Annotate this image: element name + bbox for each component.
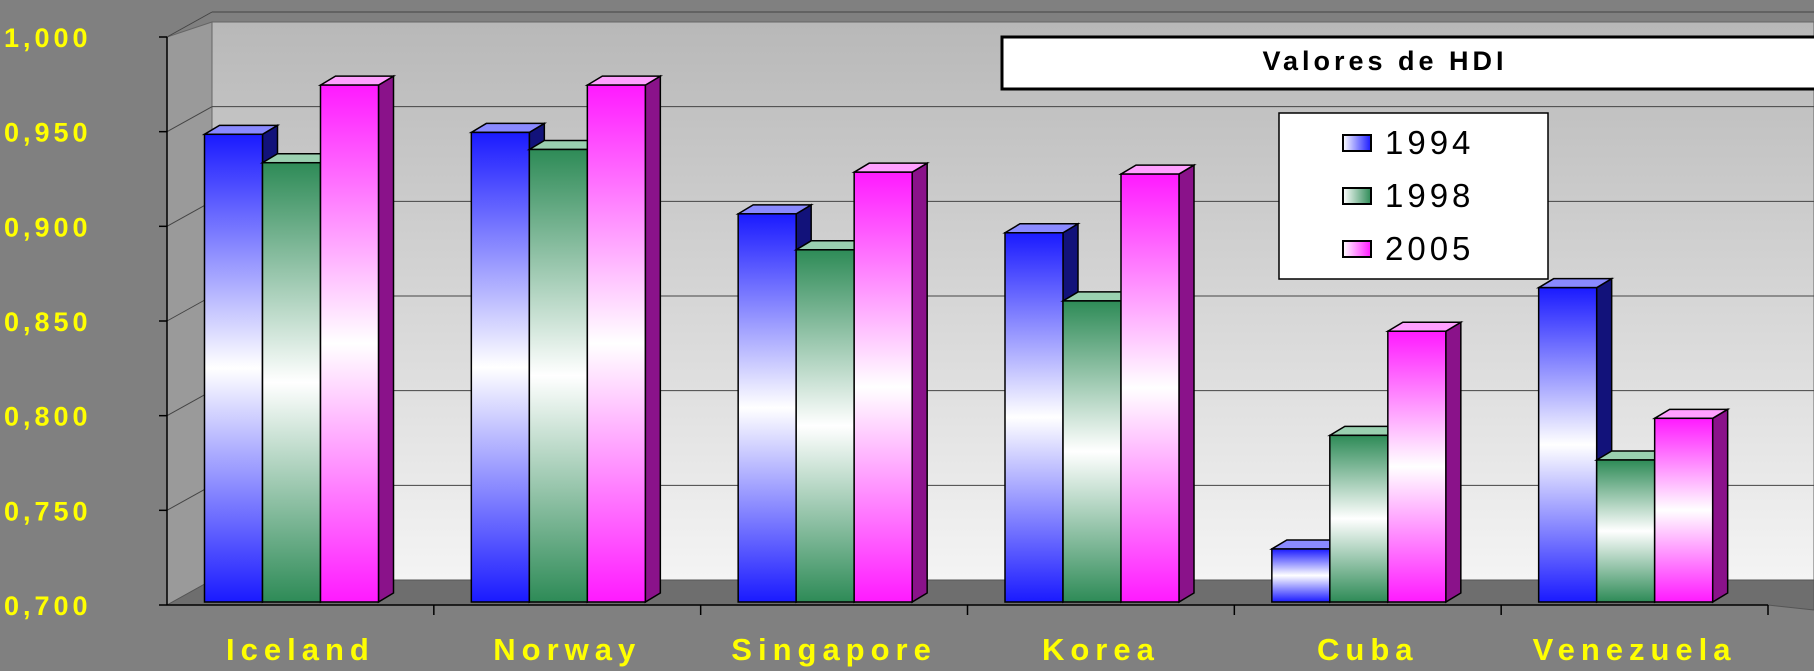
bar-cuba-1994-front [1271,548,1331,603]
bar-venezuela-1998-front [1595,459,1656,603]
x-tick-label-cuba: Cuba [1317,632,1419,667]
bar-cuba-2005 [1385,320,1464,604]
legend-label-1998: 1998 [1385,177,1474,214]
bar-singapore-1994-front [737,213,797,603]
legend-label-1994: 1994 [1385,124,1474,161]
y-tick-label: 0,900 [4,212,92,242]
bar-cuba-1998-front [1329,434,1389,603]
y-tick-label: 0,850 [4,307,92,337]
bar-venezuela-1994-front [1537,286,1598,603]
y-tick-label: 0,700 [4,591,92,621]
legend-label-2005: 2005 [1385,230,1474,267]
y-tick-label: 0,950 [4,118,92,148]
bar-norway-2005 [584,74,664,604]
x-tick-label-norway: Norway [493,632,641,667]
gridline-side [166,11,213,38]
bar-korea-1998-front [1062,300,1122,603]
y-tick-label: 1,000 [4,23,92,53]
bar-korea-2005-side [1178,163,1195,604]
bar-iceland-2005 [317,74,397,604]
bar-singapore-2005-front [853,171,913,603]
bar-korea-2005 [1118,163,1197,604]
x-tick-label-korea: Korea [1042,632,1160,667]
bar-singapore-2005-side [911,161,928,604]
legend-item-2005: 2005 [1342,230,1474,267]
chart-title-box: Valores de HDI [1000,35,1814,91]
bar-iceland-1998-front [261,161,322,603]
bar-cuba-2005-side [1445,320,1462,604]
bar-iceland-1994-front [203,133,264,603]
legend-item-1994: 1994 [1342,124,1474,161]
bar-singapore-2005 [851,161,930,604]
bar-norway-2005-side [644,74,662,604]
bar-norway-1998-front [528,148,589,603]
bar-iceland-2005-side [377,74,395,604]
bar-korea-1994-front [1004,232,1064,603]
gridline-side [166,106,213,133]
x-tick-label-venezuela: Venezuela [1533,632,1737,667]
legend: 1994 1998 2005 [1278,112,1549,280]
legend-swatch-1994 [1342,134,1372,152]
bar-venezuela-2005-side [1711,407,1729,604]
bars-group [201,74,1731,604]
bar-norway-2005-front [586,84,647,603]
bar-venezuela-2005-front [1653,417,1714,603]
y-tick-label: 0,800 [4,402,92,432]
bar-iceland-2005-front [319,84,380,603]
legend-swatch-1998 [1342,187,1372,205]
chart-title: Valores de HDI [1262,46,1507,76]
legend-item-1998: 1998 [1342,177,1474,214]
bar-singapore-1998-front [795,249,855,603]
bar-cuba-2005-front [1387,330,1447,603]
legend-swatch-2005 [1342,240,1372,258]
x-tick-label-singapore: Singapore [731,632,937,667]
y-tick-label: 0,750 [4,496,92,526]
axes-group: 0,700 0,750 0,800 0,850 0,900 0,950 1,000 Icela… [4,23,1769,667]
bar-korea-2005-front [1120,173,1180,603]
bar-norway-1994-front [470,131,531,603]
x-tick-label-iceland: Iceland [226,632,375,667]
bar-venezuela-2005 [1651,407,1731,604]
